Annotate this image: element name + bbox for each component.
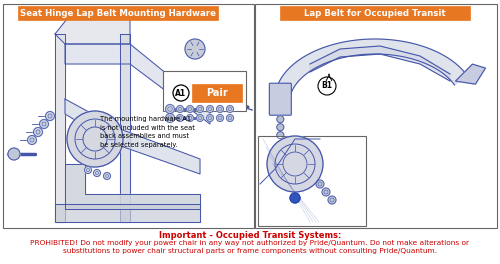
Polygon shape (65, 44, 210, 124)
FancyBboxPatch shape (255, 4, 497, 228)
Text: Pair: Pair (206, 88, 228, 98)
Polygon shape (65, 99, 200, 174)
Circle shape (318, 77, 336, 95)
Text: Important - Occupied Transit Systems:: Important - Occupied Transit Systems: (159, 231, 341, 240)
FancyBboxPatch shape (192, 84, 242, 102)
Polygon shape (276, 39, 468, 100)
Circle shape (216, 115, 224, 121)
Text: PROHIBITED! Do not modify your power chair in any way not authorized by Pride/Qu: PROHIBITED! Do not modify your power cha… (30, 240, 469, 246)
Circle shape (67, 111, 123, 167)
Text: The mounting hardware A1
is not included with the seat
back assemblies and must
: The mounting hardware A1 is not included… (100, 116, 195, 148)
Polygon shape (55, 204, 200, 222)
Circle shape (40, 120, 48, 129)
Circle shape (206, 106, 214, 112)
Circle shape (176, 115, 184, 121)
Circle shape (226, 106, 234, 112)
FancyBboxPatch shape (258, 136, 366, 226)
Circle shape (328, 196, 336, 204)
FancyBboxPatch shape (270, 83, 291, 115)
Circle shape (290, 193, 300, 203)
Circle shape (28, 135, 36, 144)
FancyBboxPatch shape (163, 71, 246, 111)
Circle shape (316, 180, 324, 188)
Circle shape (185, 39, 205, 59)
Polygon shape (55, 9, 130, 44)
Circle shape (277, 124, 284, 131)
Text: Lap Belt for Occupied Transit: Lap Belt for Occupied Transit (304, 8, 446, 17)
Circle shape (186, 106, 194, 112)
Circle shape (322, 188, 330, 196)
Polygon shape (310, 46, 450, 81)
Text: Seat Hinge Lap Belt Mounting Hardware: Seat Hinge Lap Belt Mounting Hardware (20, 8, 216, 17)
Polygon shape (456, 64, 486, 84)
Circle shape (173, 85, 189, 101)
Circle shape (217, 90, 225, 98)
Circle shape (166, 114, 174, 122)
Text: B1: B1 (322, 82, 332, 91)
Circle shape (225, 94, 233, 102)
Circle shape (176, 106, 184, 112)
Polygon shape (55, 34, 65, 222)
Circle shape (166, 105, 174, 114)
Circle shape (186, 115, 194, 121)
Circle shape (209, 86, 217, 94)
FancyBboxPatch shape (18, 6, 218, 20)
Circle shape (206, 115, 214, 121)
Circle shape (267, 136, 323, 192)
Circle shape (196, 115, 203, 121)
FancyBboxPatch shape (3, 4, 254, 228)
Circle shape (277, 132, 284, 139)
Circle shape (216, 106, 224, 112)
FancyBboxPatch shape (280, 6, 470, 20)
Circle shape (46, 111, 54, 120)
Circle shape (84, 167, 91, 173)
Circle shape (104, 172, 110, 180)
Text: A1: A1 (176, 88, 186, 97)
Circle shape (8, 148, 20, 160)
Polygon shape (120, 34, 130, 222)
Circle shape (34, 128, 42, 136)
Text: substitutions to power chair structural parts or frame components without consul: substitutions to power chair structural … (63, 248, 437, 254)
Circle shape (196, 106, 203, 112)
Circle shape (226, 115, 234, 121)
Polygon shape (65, 164, 200, 209)
Circle shape (94, 169, 100, 177)
Circle shape (201, 82, 209, 90)
Circle shape (277, 116, 284, 123)
